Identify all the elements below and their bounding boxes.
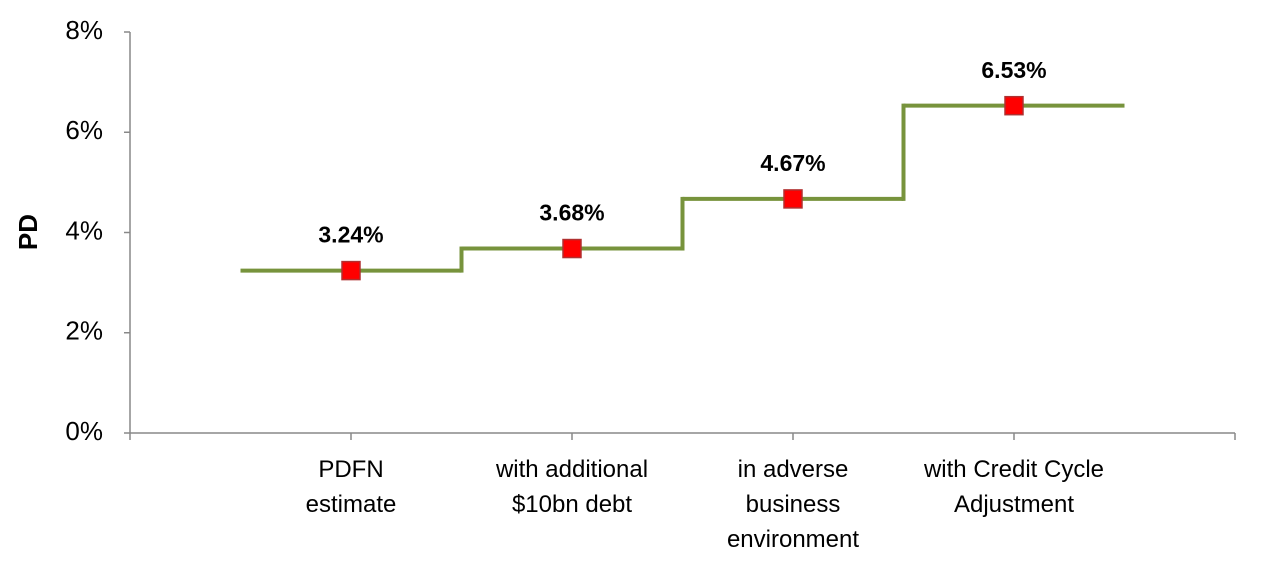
value-label: 4.67% (760, 150, 825, 176)
marker (341, 260, 361, 281)
marker (1004, 95, 1024, 116)
y-tick-label: 0% (65, 416, 103, 446)
marker (783, 189, 803, 209)
x-tick-label: with additional $10bn debt (495, 456, 649, 518)
y-tick-label: 6% (65, 115, 103, 145)
x-tick-label: in adverse business environment (726, 456, 860, 553)
marker (562, 238, 582, 259)
y-tick-label: 2% (65, 316, 103, 346)
y-axis-label: PD (13, 214, 43, 250)
value-label: 3.24% (318, 222, 383, 248)
y-tick-label: 8% (65, 15, 103, 45)
y-tick-label: 4% (65, 215, 103, 245)
x-tick-label: with Credit Cycle Adjustment (923, 456, 1105, 518)
x-tick-label: PDFN estimate (305, 456, 397, 518)
value-label: 6.53% (981, 57, 1046, 83)
value-label: 3.68% (539, 200, 604, 226)
